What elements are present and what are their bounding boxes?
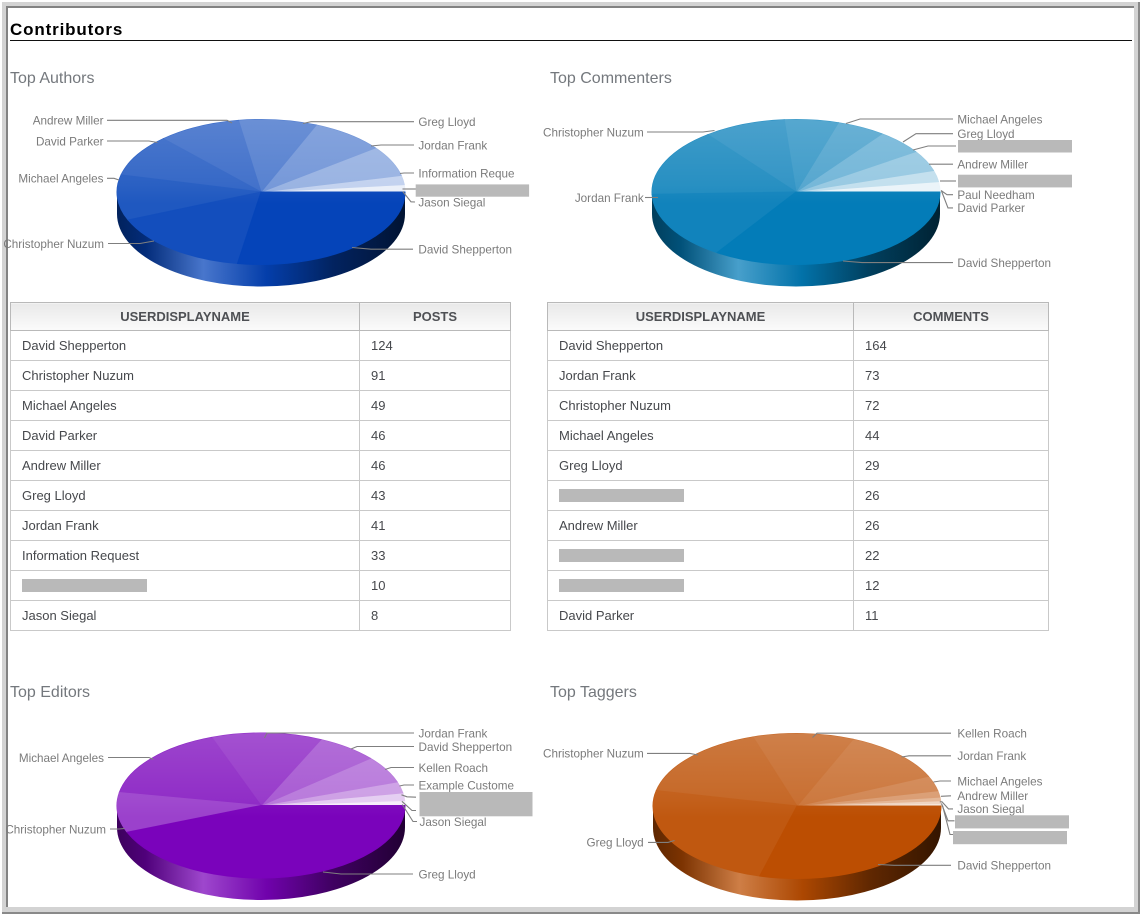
svg-text:Michael Angeles: Michael Angeles — [957, 113, 1042, 126]
svg-text:Jordan Frank: Jordan Frank — [419, 727, 488, 740]
svg-text:Information Reque: Information Reque — [418, 167, 514, 180]
svg-text:David Parker: David Parker — [36, 135, 104, 148]
svg-text:Greg Lloyd: Greg Lloyd — [957, 128, 1014, 141]
svg-text:Jason Siegal: Jason Siegal — [418, 196, 485, 209]
svg-text:Jason Siegal: Jason Siegal — [957, 803, 1024, 816]
svg-text:David Parker: David Parker — [957, 202, 1025, 215]
svg-text:David Shepperton: David Shepperton — [957, 257, 1051, 270]
svg-text:David Shepperton: David Shepperton — [957, 860, 1051, 873]
svg-text:Greg Lloyd: Greg Lloyd — [418, 116, 475, 129]
svg-text:Andrew Miller: Andrew Miller — [33, 115, 104, 128]
svg-text:Jordan Frank: Jordan Frank — [418, 139, 487, 152]
svg-text:Greg Lloyd: Greg Lloyd — [419, 868, 476, 881]
svg-text:Kellen Roach: Kellen Roach — [957, 728, 1027, 741]
svg-text:Andrew Miller: Andrew Miller — [957, 159, 1028, 172]
svg-text:Greg Lloyd: Greg Lloyd — [587, 837, 644, 850]
svg-text:Michael Angeles: Michael Angeles — [19, 752, 104, 765]
svg-text:Michael Angeles: Michael Angeles — [957, 775, 1042, 788]
svg-text:Michael Angeles: Michael Angeles — [18, 173, 103, 186]
svg-text:Andrew Miller: Andrew Miller — [957, 790, 1028, 803]
svg-text:Jordan Frank: Jordan Frank — [575, 192, 644, 205]
svg-text:Jordan Frank: Jordan Frank — [957, 750, 1026, 763]
svg-text:Jason Siegal: Jason Siegal — [420, 816, 487, 829]
svg-text:Christopher Nuzum: Christopher Nuzum — [3, 238, 104, 251]
svg-text:Christopher Nuzum: Christopher Nuzum — [5, 823, 106, 836]
svg-text:Christopher Nuzum: Christopher Nuzum — [543, 126, 644, 139]
svg-text:David Shepperton: David Shepperton — [419, 741, 513, 754]
svg-text:Example Custome: Example Custome — [419, 779, 515, 792]
svg-text:Paul Needham: Paul Needham — [957, 189, 1034, 202]
svg-text:Christopher Nuzum: Christopher Nuzum — [543, 748, 644, 761]
svg-text:David Shepperton: David Shepperton — [418, 244, 512, 257]
svg-text:Kellen Roach: Kellen Roach — [419, 762, 489, 775]
